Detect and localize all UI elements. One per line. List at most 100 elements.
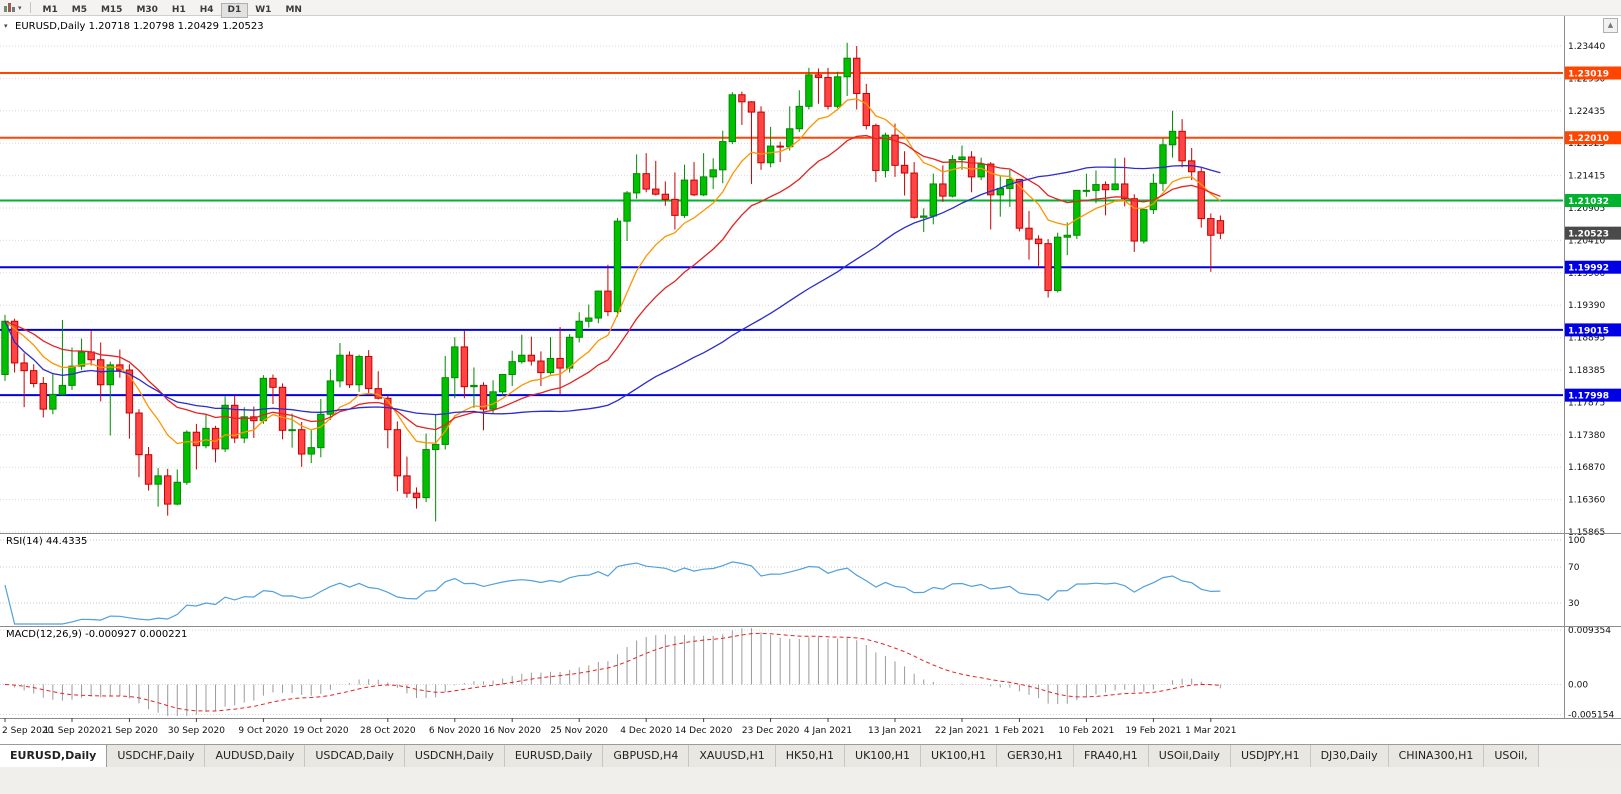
candle-body	[412, 492, 421, 499]
candle-body	[374, 388, 382, 399]
chart-type-icon[interactable]	[3, 2, 16, 13]
date-label: 19 Oct 2020	[293, 726, 349, 736]
chart-tab-bar: EURUSD,Daily USDCHF,Daily AUDUSD,Daily USDC…	[0, 744, 1621, 767]
candle-body	[336, 354, 344, 382]
chart-tab[interactable]: GER30,H1	[997, 745, 1074, 767]
price-badge	[1565, 131, 1621, 145]
candle-body	[766, 145, 775, 164]
timeframe-button-w1[interactable]: W1	[255, 5, 272, 15]
rsi-axis-label: 70	[1568, 563, 1580, 573]
candle-body	[1044, 243, 1052, 291]
chart-tab[interactable]: EURUSD,Daily	[0, 745, 108, 767]
candle-body	[269, 377, 277, 388]
candle-body	[87, 351, 95, 361]
price-axis-label: 1.19900	[1568, 269, 1605, 279]
candle-body	[709, 169, 717, 178]
candle-body	[824, 76, 832, 107]
macd-indicator-label: MACD(12,26,9) -0.000927 0.000221	[6, 629, 188, 640]
candle-body	[39, 382, 47, 410]
candle-body	[441, 377, 449, 445]
candle-body	[939, 183, 947, 197]
timeframe-button-h1[interactable]: H1	[171, 5, 186, 15]
candle-body	[345, 354, 354, 386]
candle-body	[977, 163, 985, 178]
candle-body	[431, 443, 440, 451]
chart-tab[interactable]: USDJPY,H1	[1230, 745, 1311, 767]
candle-body	[690, 179, 698, 196]
candle-body	[747, 101, 756, 113]
candle-body	[1111, 183, 1119, 191]
date-label: 6 Nov 2020	[429, 726, 481, 736]
candle-body	[757, 111, 765, 164]
price-axis-label: 1.19390	[1568, 301, 1605, 311]
date-label: 22 Jan 2021	[935, 726, 989, 736]
candle-body	[786, 128, 794, 148]
chart-tab[interactable]: USDCNH,Daily	[404, 745, 505, 767]
candle-body	[987, 163, 995, 196]
candle-body	[537, 360, 545, 374]
chart-tab[interactable]: UK100,H1	[921, 745, 998, 767]
chart-area[interactable]: 1.234401.229301.224351.219251.214151.209…	[0, 0, 1621, 744]
price-badge-label: 1.17998	[1568, 392, 1609, 402]
price-axis-label: 1.17380	[1568, 431, 1605, 441]
chart-tab[interactable]: USOil,	[1484, 745, 1539, 767]
candle-body	[288, 429, 296, 432]
chart-tab[interactable]: USDCAD,Daily	[305, 745, 405, 767]
candle-body	[1140, 209, 1148, 242]
timeframe-button-mn[interactable]: MN	[285, 5, 302, 15]
timeframe-button-m5[interactable]: M5	[71, 5, 87, 15]
candle-body	[20, 362, 28, 372]
candle-body	[1168, 130, 1177, 146]
chart-tab[interactable]: GBPUSD,H4	[603, 745, 690, 767]
candle-body	[183, 431, 191, 483]
ma-line-ema21	[4, 134, 1221, 431]
candle-body	[814, 74, 823, 78]
candle-body	[173, 481, 181, 505]
chart-tab[interactable]: FRA40,H1	[1073, 745, 1149, 767]
timeframe-button-d1[interactable]: D1	[220, 3, 249, 18]
timeframe-button-m1[interactable]: M1	[42, 5, 58, 15]
ma-line-ema10	[4, 98, 1221, 445]
candle-body	[460, 346, 469, 388]
timeframe-button-m30[interactable]: M30	[136, 5, 158, 15]
date-label: 30 Sep 2020	[168, 726, 225, 736]
date-label: 25 Nov 2020	[550, 726, 608, 736]
chart-tab[interactable]: HK50,H1	[775, 745, 846, 767]
ma-line-sma50	[4, 165, 1221, 416]
candle-body	[68, 365, 76, 386]
date-label: 14 Dec 2020	[675, 726, 733, 736]
scroll-up-button[interactable]: ▲	[1603, 18, 1618, 33]
chart-tab[interactable]: UK100,H1	[845, 745, 922, 767]
chart-tab[interactable]: USDCHF,Daily	[107, 745, 206, 767]
candle-body	[393, 429, 402, 477]
candle-body	[833, 76, 842, 107]
candle-body	[1063, 234, 1071, 238]
chart-tab[interactable]: USOil,Daily	[1148, 745, 1231, 767]
candle-body	[967, 156, 976, 178]
timeframe-button-m15[interactable]: M15	[100, 5, 123, 15]
candle-body	[364, 356, 373, 390]
macd-axis-label: 0.00	[1568, 681, 1588, 691]
date-label: 10 Feb 2021	[1058, 726, 1114, 736]
chart-tab[interactable]: AUDUSD,Daily	[205, 745, 306, 767]
candle-body	[642, 173, 650, 190]
chart-canvas[interactable]: 1.234401.229301.224351.219251.214151.209…	[0, 0, 1621, 744]
chart-type-dropdown-icon[interactable]: ▾	[18, 3, 22, 12]
candle-body	[498, 373, 507, 393]
one-click-collapse-icon[interactable]: ▾	[4, 22, 8, 30]
candle-body	[221, 404, 229, 450]
candle-body	[1197, 171, 1205, 220]
chart-tab[interactable]: EURUSD,Daily	[504, 745, 604, 767]
chart-tab[interactable]: CHINA300,H1	[1388, 745, 1485, 767]
candle-body	[929, 183, 937, 217]
date-label: 16 Nov 2020	[483, 726, 541, 736]
candle-body	[699, 176, 708, 196]
candle-body	[958, 156, 966, 161]
chart-tab[interactable]: DJ30,Daily	[1310, 745, 1389, 767]
candle-body	[805, 74, 813, 107]
chart-tab[interactable]: XAUUSD,H1	[689, 745, 776, 767]
candle-body	[719, 141, 727, 171]
candle-body	[154, 475, 162, 485]
timeframe-button-h4[interactable]: H4	[199, 5, 214, 15]
candle-body	[470, 384, 478, 388]
